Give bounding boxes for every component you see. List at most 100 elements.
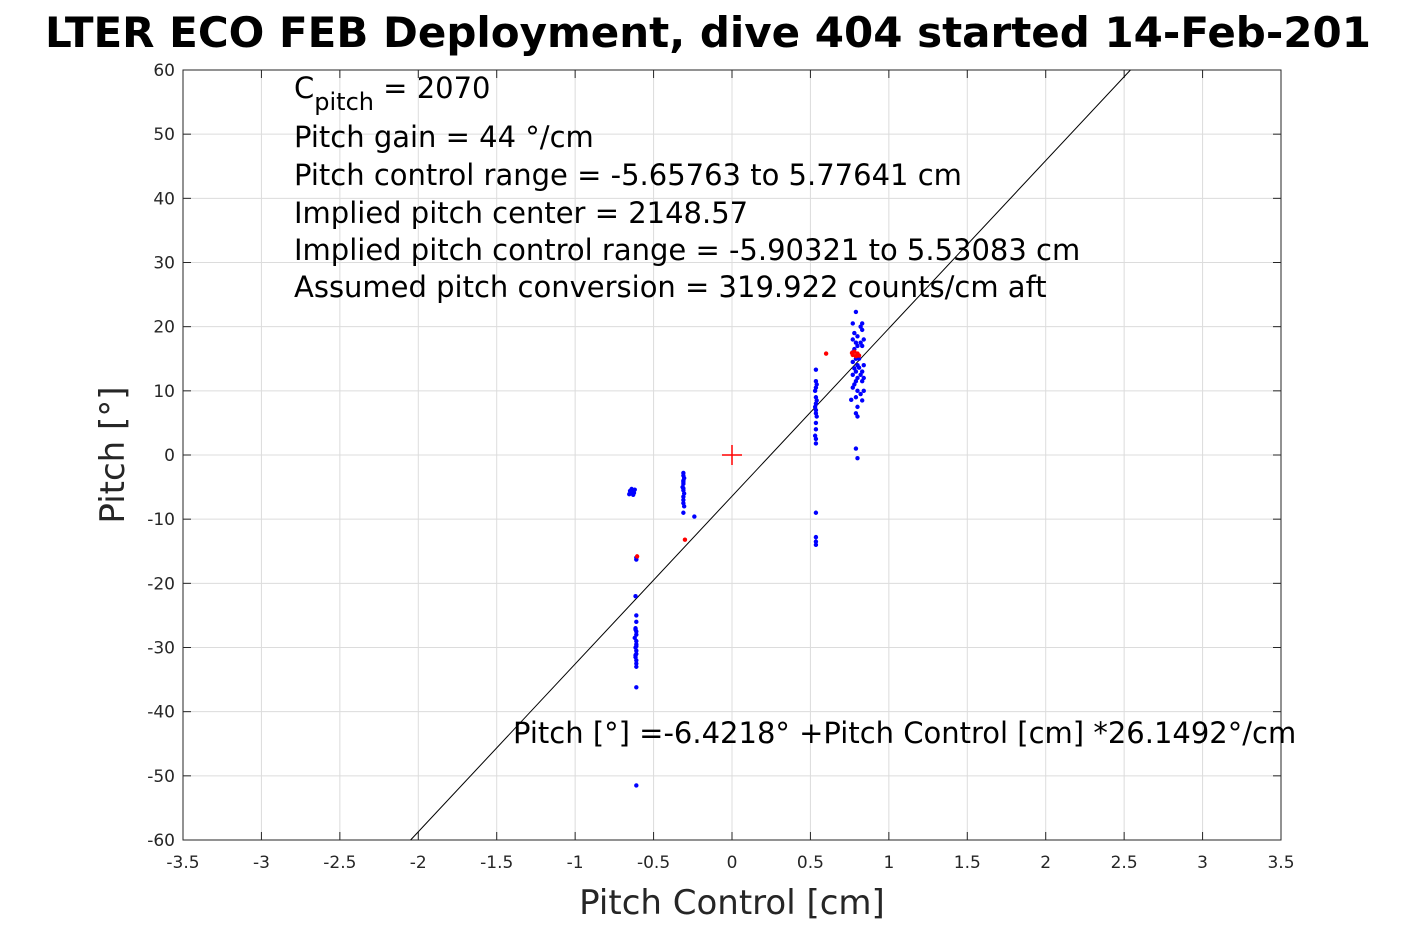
data-point-highlight bbox=[634, 554, 640, 559]
center-marker bbox=[722, 445, 742, 465]
data-point-highlight bbox=[682, 537, 688, 542]
y-tick-label: -30 bbox=[147, 639, 175, 659]
x-tick-label: 1.5 bbox=[954, 853, 981, 873]
data-point bbox=[634, 658, 639, 663]
y-tick-label: 30 bbox=[153, 254, 175, 274]
grid-lines bbox=[182, 69, 1282, 841]
data-point bbox=[634, 661, 639, 666]
data-point bbox=[634, 644, 639, 649]
y-tick-label: -50 bbox=[147, 767, 175, 787]
y-tick-label: 20 bbox=[153, 318, 175, 338]
annotation-c-pitch: Cpitch = 2070 bbox=[294, 71, 491, 116]
data-point bbox=[813, 436, 819, 442]
annotation-pitch-center: Implied pitch center = 2148.57 bbox=[294, 196, 748, 230]
data-point bbox=[681, 497, 686, 503]
data-point bbox=[634, 638, 639, 644]
data-point bbox=[855, 404, 860, 410]
data-point bbox=[856, 356, 862, 361]
data-point bbox=[813, 441, 819, 446]
data-point bbox=[634, 613, 639, 618]
data-point bbox=[855, 456, 860, 461]
data-point bbox=[852, 330, 857, 336]
data-point bbox=[859, 343, 865, 349]
data-point bbox=[634, 619, 639, 625]
annotation-pitch-gain: Pitch gain = 44 °/cm bbox=[294, 120, 594, 154]
x-tick-label: -0.5 bbox=[637, 853, 670, 873]
data-point bbox=[853, 369, 859, 374]
data-point bbox=[634, 648, 639, 653]
y-tick-label: 10 bbox=[153, 382, 175, 402]
x-tick-label: 3.5 bbox=[1267, 853, 1294, 873]
data-point bbox=[849, 397, 854, 403]
data-point bbox=[858, 372, 863, 377]
x-tick-label: -2.5 bbox=[323, 853, 356, 873]
data-point bbox=[813, 539, 819, 544]
data-point bbox=[853, 446, 859, 451]
data-point bbox=[814, 414, 819, 419]
data-point bbox=[634, 685, 639, 690]
data-point bbox=[850, 385, 855, 390]
data-point bbox=[855, 388, 860, 394]
data-point bbox=[634, 664, 639, 669]
annotation-pitch-conversion: Assumed pitch conversion = 319.922 count… bbox=[294, 270, 1047, 304]
y-tick-label: 50 bbox=[153, 125, 175, 145]
data-points bbox=[627, 309, 866, 788]
data-point bbox=[812, 388, 818, 394]
data-point bbox=[813, 407, 819, 413]
fit-line bbox=[410, 69, 1131, 841]
annotation-pitch-control-range: Pitch control range = -5.65763 to 5.7764… bbox=[294, 158, 962, 192]
y-tick-label: 0 bbox=[164, 446, 175, 466]
x-tick-label: -1 bbox=[567, 853, 584, 873]
data-point bbox=[858, 391, 863, 397]
data-point bbox=[813, 542, 819, 548]
data-point bbox=[813, 367, 819, 372]
y-tick-label: -10 bbox=[147, 510, 175, 530]
data-point-highlight bbox=[823, 351, 829, 356]
data-point bbox=[681, 494, 686, 499]
data-point-highlight bbox=[849, 350, 855, 356]
y-axis-label: Pitch [°] bbox=[93, 386, 133, 523]
data-point bbox=[859, 379, 865, 384]
x-tick-label: -2 bbox=[410, 853, 427, 873]
x-tick-label: 0 bbox=[727, 853, 738, 873]
data-point bbox=[850, 321, 855, 326]
data-point bbox=[861, 362, 866, 368]
c-pitch-subscript: pitch bbox=[314, 88, 374, 116]
data-point bbox=[861, 337, 866, 342]
x-tick-label: 2 bbox=[1040, 853, 1051, 873]
x-tick-label: -3.5 bbox=[166, 853, 199, 873]
data-point bbox=[633, 653, 638, 658]
data-point bbox=[634, 783, 639, 788]
x-tick-label: 1 bbox=[883, 853, 894, 873]
tick-marks bbox=[182, 69, 1282, 841]
data-point bbox=[855, 343, 860, 349]
x-tick-labels: -3.5 -3 -2.5 -2 -1.5 -1 -0.5 0 0.5 1 1.5 2 2.5 3 3.5 bbox=[166, 853, 1294, 873]
x-axis-label: Pitch Control [cm] bbox=[579, 883, 885, 923]
data-point bbox=[813, 427, 819, 432]
x-tick-label: 2.5 bbox=[1111, 853, 1138, 873]
data-point bbox=[627, 491, 632, 497]
data-point bbox=[855, 334, 860, 339]
data-point bbox=[632, 487, 637, 492]
data-point bbox=[681, 510, 686, 515]
y-tick-label: -40 bbox=[147, 703, 175, 723]
x-tick-label: 3 bbox=[1197, 853, 1208, 873]
data-point-highlight bbox=[856, 353, 862, 358]
data-point bbox=[633, 593, 638, 599]
data-point bbox=[859, 327, 865, 333]
data-point bbox=[681, 486, 686, 491]
data-point bbox=[813, 420, 819, 426]
c-pitch-symbol: C bbox=[294, 71, 314, 105]
data-point bbox=[692, 514, 697, 519]
c-pitch-value: = 2070 bbox=[374, 71, 491, 105]
data-point bbox=[633, 627, 638, 632]
data-point bbox=[856, 365, 862, 370]
data-point bbox=[859, 398, 865, 403]
y-tick-label: 60 bbox=[153, 61, 175, 81]
y-tick-label: -20 bbox=[147, 574, 175, 594]
chart-title: LTER ECO FEB Deployment, dive 404 starte… bbox=[45, 8, 1371, 57]
x-tick-label: 0.5 bbox=[797, 853, 824, 873]
data-point bbox=[853, 309, 859, 315]
x-tick-label: -3 bbox=[253, 853, 270, 873]
